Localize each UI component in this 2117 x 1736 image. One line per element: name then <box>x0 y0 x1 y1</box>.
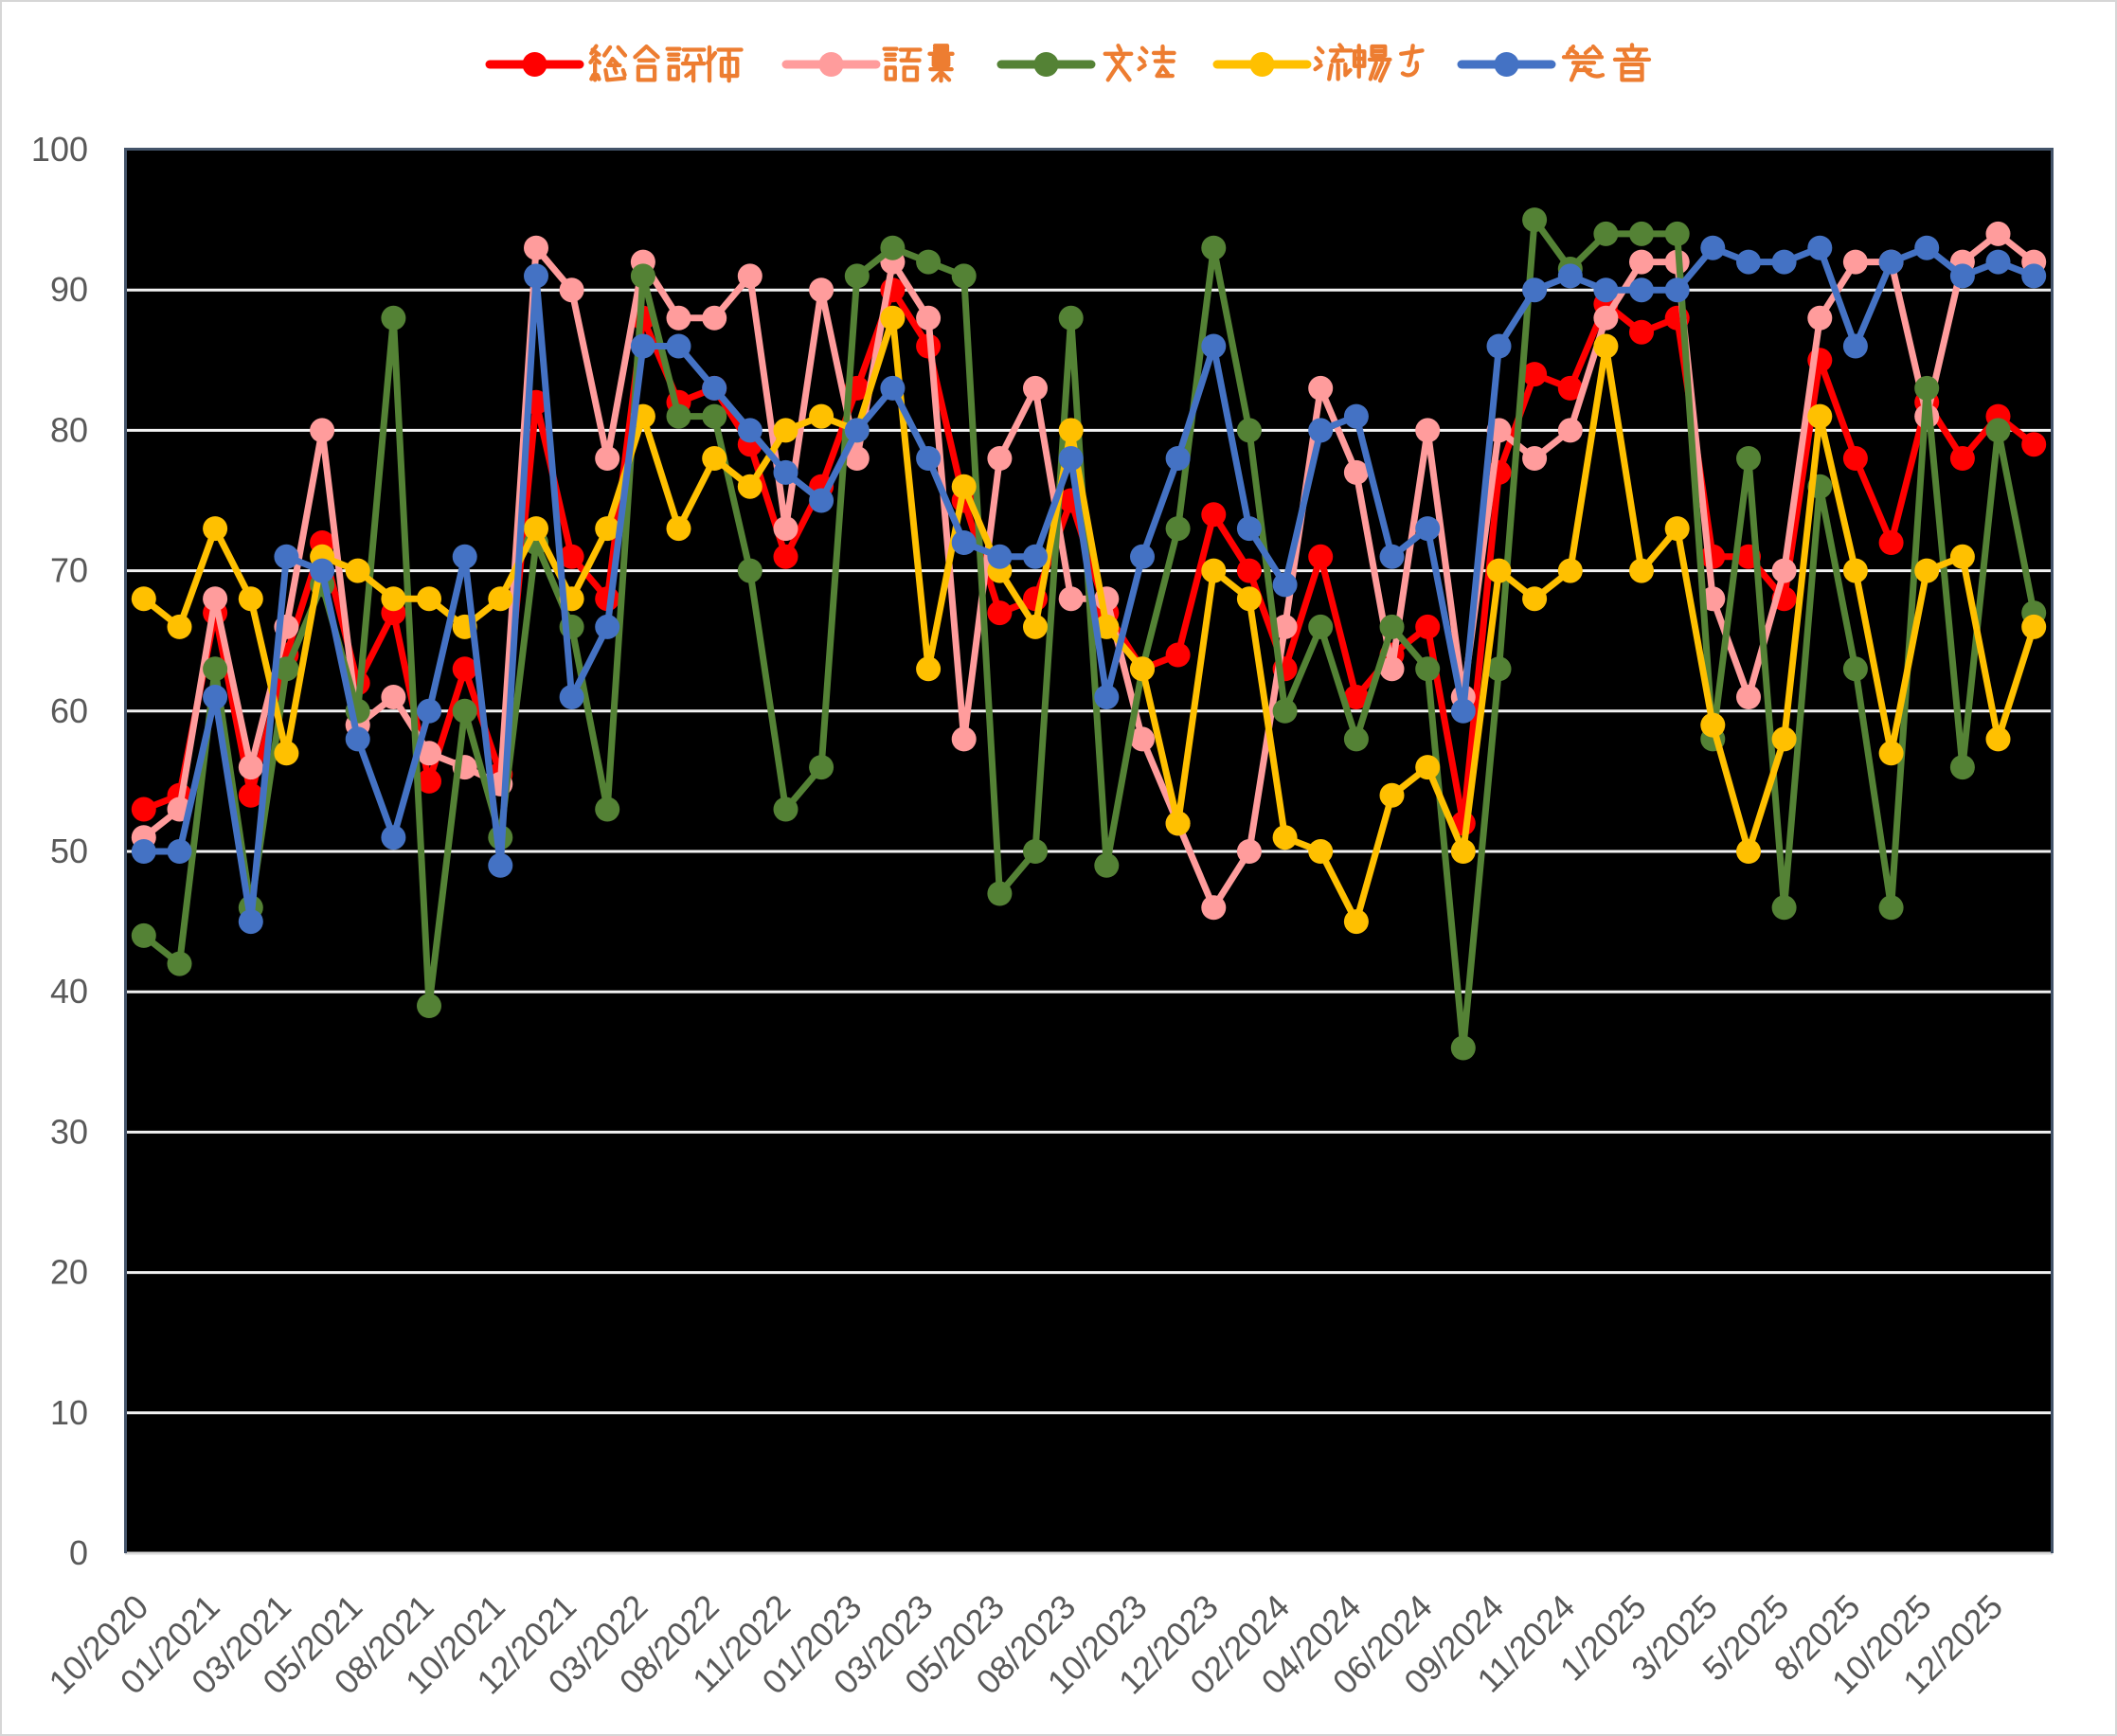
svg-text:0: 0 <box>69 1533 88 1572</box>
svg-text:40: 40 <box>50 972 88 1011</box>
svg-text:100: 100 <box>31 130 88 169</box>
svg-text:60: 60 <box>50 691 88 730</box>
svg-text:90: 90 <box>50 270 88 309</box>
svg-text:30: 30 <box>50 1112 88 1151</box>
svg-text:80: 80 <box>50 410 88 449</box>
svg-text:10: 10 <box>50 1393 88 1432</box>
svg-text:50: 50 <box>50 832 88 870</box>
svg-text:70: 70 <box>50 551 88 590</box>
svg-text:20: 20 <box>50 1253 88 1292</box>
